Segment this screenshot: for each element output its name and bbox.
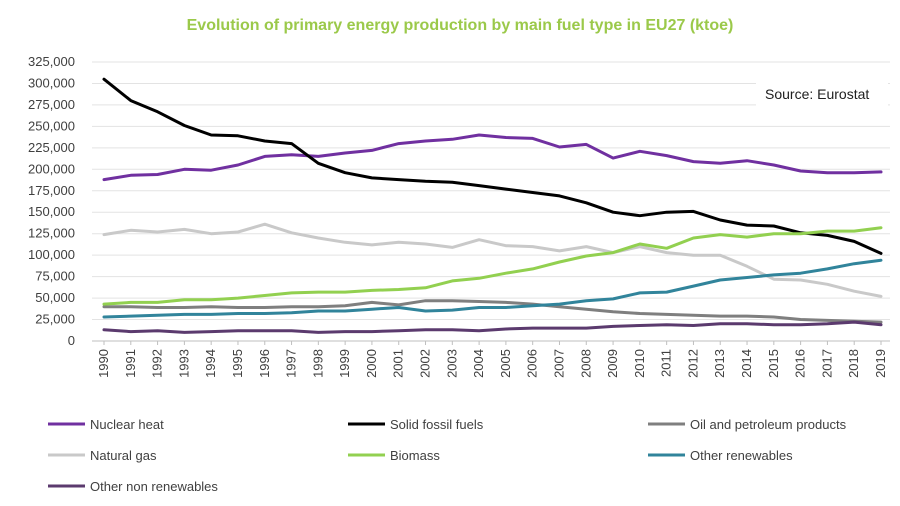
series-lines	[102, 77, 883, 334]
x-tick-label: 2001	[391, 349, 406, 378]
y-tick-label: 75,000	[35, 269, 75, 284]
y-tick-label: 100,000	[28, 247, 75, 262]
x-tick-label: 2019	[873, 349, 888, 378]
x-tick-label: 1999	[337, 349, 352, 378]
x-tick-label: 2002	[418, 349, 433, 378]
x-tick-label: 1997	[284, 349, 299, 378]
y-axis-ticks: 0 25,000 50,000 75,000 100,000 125,000 150,000…	[28, 54, 75, 348]
x-tick-label: 2011	[659, 349, 674, 377]
y-tick-label: 300,000	[28, 75, 75, 90]
x-tick-label: 1991	[123, 349, 138, 378]
y-tick-label: 50,000	[35, 290, 75, 305]
y-tick-label: 325,000	[28, 54, 75, 69]
x-tick-label: 1998	[310, 349, 325, 378]
x-tick-label: 2018	[846, 349, 861, 378]
legend: Nuclear heat Solid fossil fuels Oil and pe…	[48, 417, 847, 494]
legend-label: Oil and petroleum products	[690, 417, 847, 432]
y-tick-label: 200,000	[28, 161, 75, 176]
x-tick-label: 2000	[364, 349, 379, 378]
x-tick-label: 2004	[471, 349, 486, 378]
x-tick-label: 2010	[632, 349, 647, 378]
x-tick-label: 2005	[498, 349, 513, 378]
legend-label: Other non renewables	[90, 479, 218, 494]
y-tick-label: 125,000	[28, 226, 75, 241]
legend-label: Biomass	[390, 448, 440, 463]
x-tick-label: 2009	[605, 349, 620, 378]
y-tick-label: 25,000	[35, 312, 75, 327]
y-tick-label: 275,000	[28, 97, 75, 112]
x-tick-label: 1992	[150, 349, 165, 378]
x-tick-label: 2013	[712, 349, 727, 378]
x-tick-label: 2015	[766, 349, 781, 378]
series-line-biomass	[102, 226, 883, 306]
y-tick-label: 175,000	[28, 183, 75, 198]
legend-label: Solid fossil fuels	[390, 417, 484, 432]
series-line-other-renewables	[102, 258, 883, 319]
legend-label: Nuclear heat	[90, 417, 164, 432]
series-line-solid-fossil-fuels	[102, 77, 883, 255]
x-tick-label: 2014	[739, 349, 754, 378]
x-tick-label: 2003	[444, 349, 459, 378]
x-tick-label: 2006	[525, 349, 540, 378]
series-line-nuclear-heat	[102, 133, 883, 182]
legend-label: Other renewables	[690, 448, 793, 463]
x-tick-label: 1995	[230, 349, 245, 378]
source-annotation: Source: Eurostat	[765, 86, 869, 102]
x-tick-label: 1990	[96, 349, 111, 378]
y-tick-label: 250,000	[28, 118, 75, 133]
x-tick-label: 2017	[819, 349, 834, 378]
x-tick-label: 1996	[257, 349, 272, 378]
y-tick-label: 225,000	[28, 140, 75, 155]
series-line-natural-gas	[102, 222, 883, 298]
series-line-other-non-renewables	[102, 320, 883, 334]
x-tick-label: 2012	[685, 349, 700, 378]
chart-title: Evolution of primary energy production b…	[187, 17, 734, 34]
x-axis-ticks: 1990 1991 1992 1993 1994 1995 1996 1997 1998 1999…	[96, 341, 888, 378]
x-tick-label: 1994	[203, 349, 218, 378]
source-box	[756, 80, 888, 108]
x-tick-label: 2008	[578, 349, 593, 378]
legend-label: Natural gas	[90, 448, 157, 463]
series-line-oil-and-petroleum-products	[102, 299, 883, 324]
x-tick-label: 2016	[793, 349, 808, 378]
y-tick-label: 0	[68, 333, 75, 348]
x-tick-label: 1993	[176, 349, 191, 378]
y-tick-label: 150,000	[28, 204, 75, 219]
x-tick-label: 2007	[551, 349, 566, 378]
